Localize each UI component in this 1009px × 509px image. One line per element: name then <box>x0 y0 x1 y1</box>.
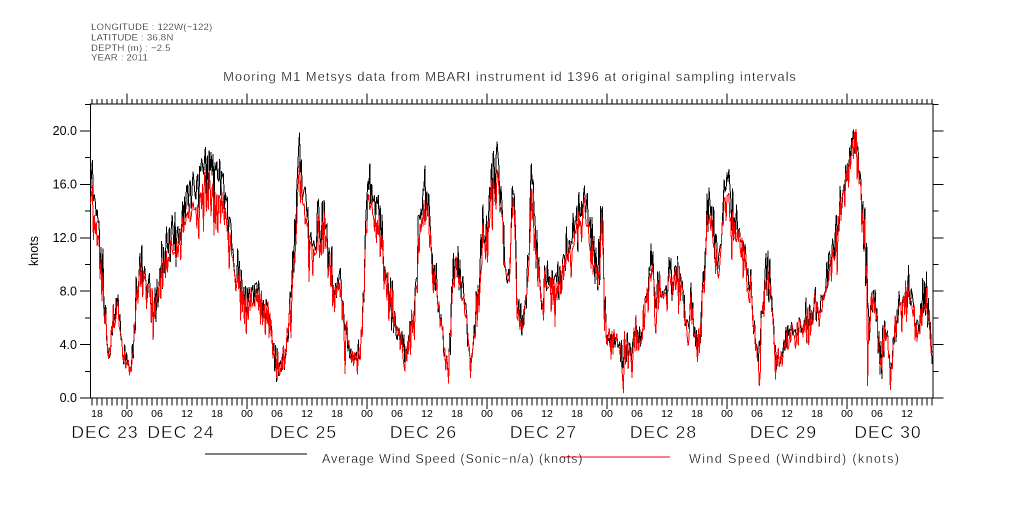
svg-text:12: 12 <box>421 408 433 420</box>
svg-text:12: 12 <box>541 408 553 420</box>
svg-text:YEAR : 2011: YEAR : 2011 <box>91 53 148 64</box>
svg-text:DEC 24: DEC 24 <box>147 422 214 442</box>
svg-text:18: 18 <box>691 408 703 420</box>
svg-text:DEC 27: DEC 27 <box>510 422 577 442</box>
svg-text:12.0: 12.0 <box>53 231 77 245</box>
svg-text:06: 06 <box>391 408 403 420</box>
svg-text:0.0: 0.0 <box>60 391 77 405</box>
svg-text:18: 18 <box>451 408 463 420</box>
svg-text:00: 00 <box>721 408 733 420</box>
svg-text:06: 06 <box>511 408 523 420</box>
svg-text:DEC 25: DEC 25 <box>270 422 337 442</box>
svg-text:00: 00 <box>841 408 853 420</box>
svg-text:DEC 23: DEC 23 <box>71 422 138 442</box>
svg-text:18: 18 <box>571 408 583 420</box>
svg-text:DEPTH (m) : −2.5: DEPTH (m) : −2.5 <box>91 43 171 54</box>
svg-text:06: 06 <box>751 408 763 420</box>
svg-text:06: 06 <box>151 408 163 420</box>
svg-text:DEC 30: DEC 30 <box>854 422 921 442</box>
svg-text:06: 06 <box>631 408 643 420</box>
svg-text:8.0: 8.0 <box>60 284 77 298</box>
svg-text:12: 12 <box>301 408 313 420</box>
svg-text:4.0: 4.0 <box>60 338 77 352</box>
svg-text:00: 00 <box>601 408 613 420</box>
svg-text:06: 06 <box>871 408 883 420</box>
svg-text:00: 00 <box>241 408 253 420</box>
svg-text:Average Wind Speed (Sonic−n/a): Average Wind Speed (Sonic−n/a) (knots) <box>322 452 583 466</box>
svg-text:06: 06 <box>271 408 283 420</box>
svg-text:18: 18 <box>91 408 103 420</box>
svg-text:Mooring M1 Metsys data from MB: Mooring M1 Metsys data from MBARI instru… <box>223 69 797 84</box>
svg-text:DEC 29: DEC 29 <box>750 422 817 442</box>
svg-text:20.0: 20.0 <box>53 124 77 138</box>
svg-text:LATITUDE : 36.8N: LATITUDE : 36.8N <box>91 33 173 44</box>
svg-text:DEC 26: DEC 26 <box>390 422 457 442</box>
svg-text:00: 00 <box>481 408 493 420</box>
svg-text:knots: knots <box>27 236 41 266</box>
svg-text:LONGITUDE : 122W(−122): LONGITUDE : 122W(−122) <box>91 22 212 33</box>
svg-text:12: 12 <box>781 408 793 420</box>
svg-text:18: 18 <box>331 408 343 420</box>
svg-text:00: 00 <box>361 408 373 420</box>
svg-text:16.0: 16.0 <box>53 178 77 192</box>
svg-text:18: 18 <box>211 408 223 420</box>
svg-text:DEC 28: DEC 28 <box>630 422 697 442</box>
svg-text:12: 12 <box>901 408 913 420</box>
svg-text:18: 18 <box>811 408 823 420</box>
svg-text:00: 00 <box>121 408 133 420</box>
svg-text:12: 12 <box>661 408 673 420</box>
svg-text:12: 12 <box>181 408 193 420</box>
svg-text:Wind Speed (Windbird) (knots): Wind Speed (Windbird) (knots) <box>689 452 900 466</box>
